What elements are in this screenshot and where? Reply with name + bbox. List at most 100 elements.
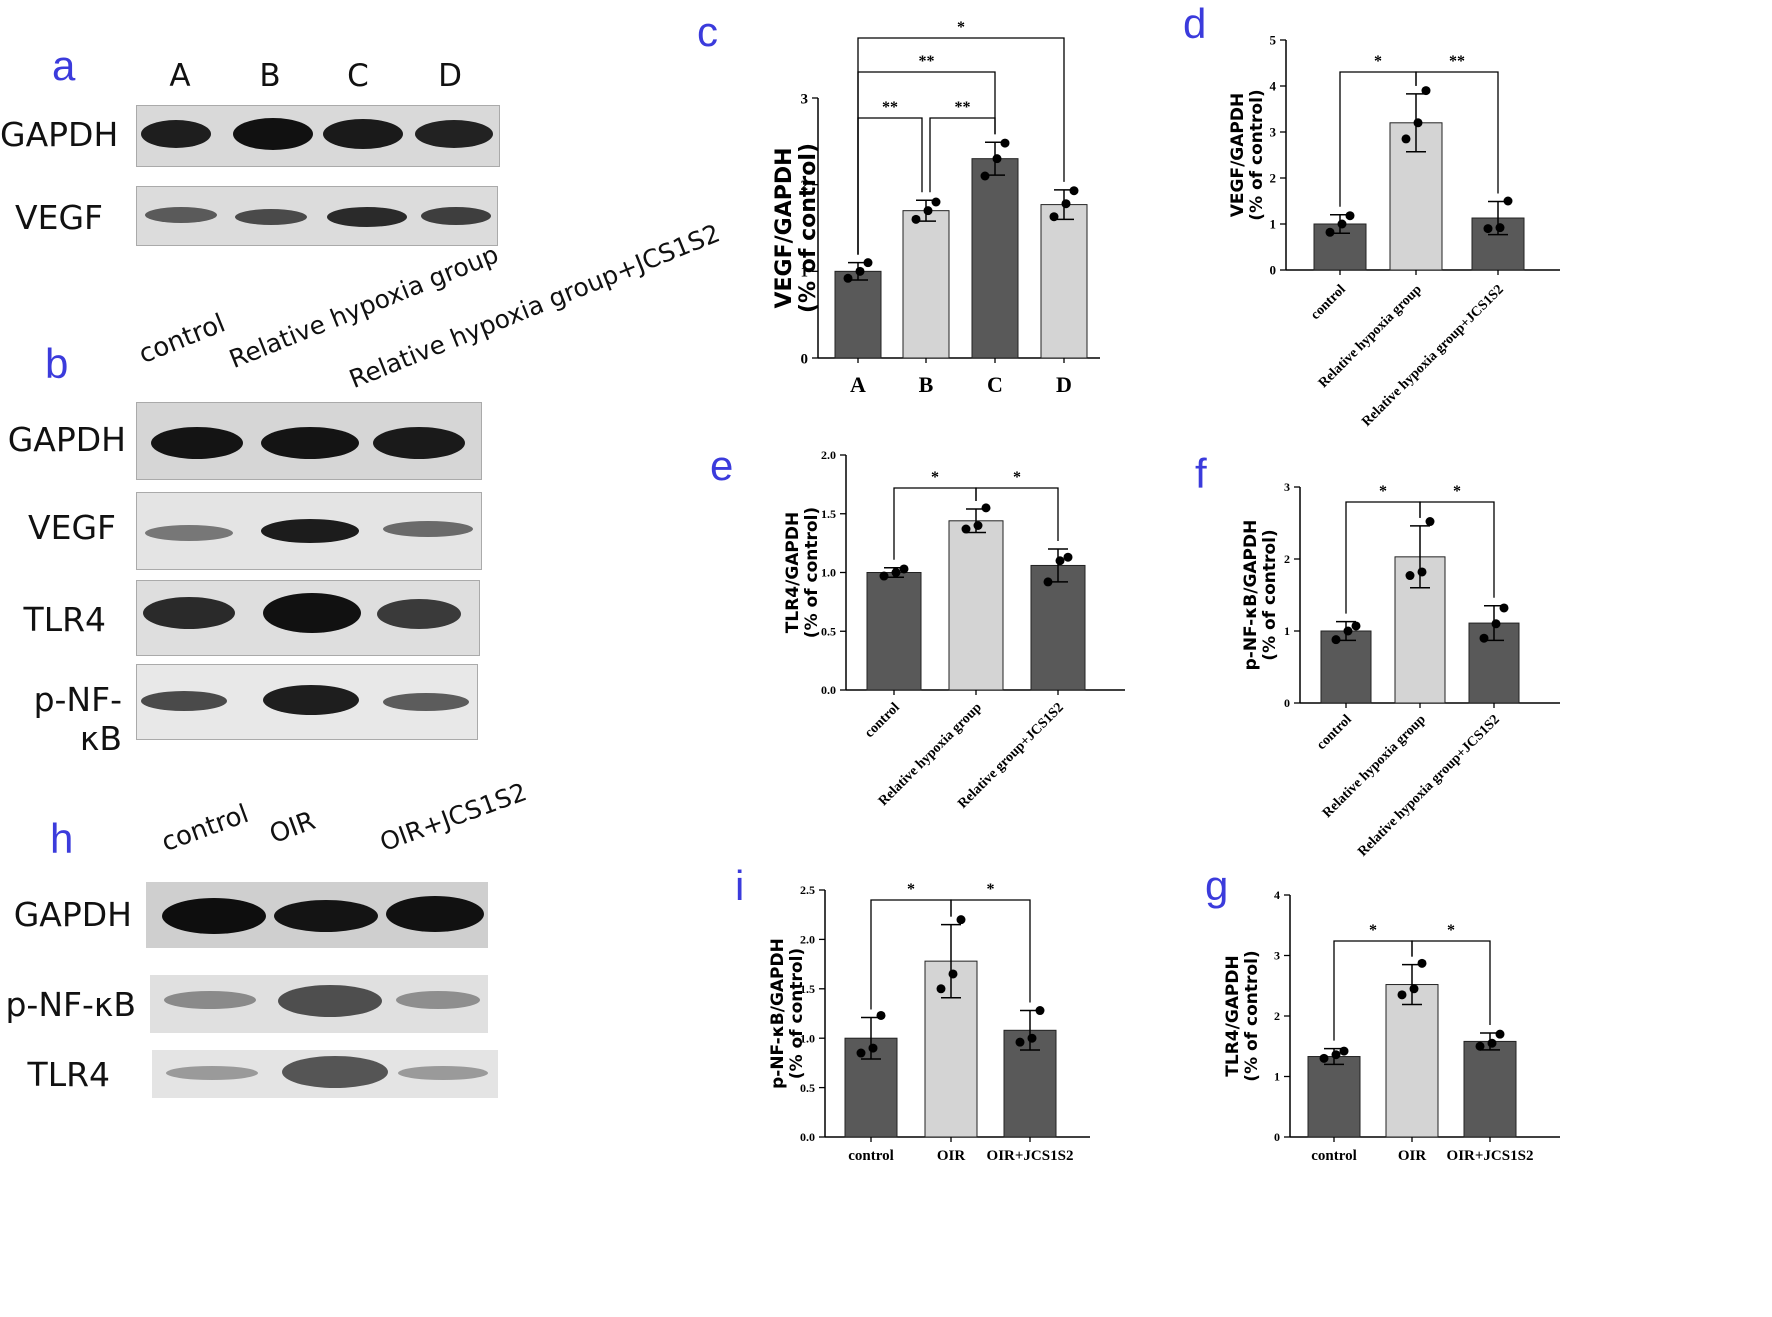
x-tick-label: control bbox=[1308, 282, 1349, 323]
bar bbox=[1030, 564, 1086, 691]
significance-label: * bbox=[957, 19, 965, 36]
significance-label: ** bbox=[1449, 53, 1465, 70]
significance-bracket bbox=[1415, 71, 1499, 194]
data-point bbox=[1475, 1041, 1485, 1051]
blot-h-row-label: GAPDH bbox=[13, 895, 132, 934]
x-tick-label: Relative hypoxia group+JCS1S2 bbox=[1359, 282, 1507, 430]
data-point bbox=[868, 1043, 878, 1053]
x-tick-label: OIR+JCS1S2 bbox=[987, 1148, 1074, 1164]
data-point bbox=[1401, 134, 1411, 144]
x-tick-label: control bbox=[1314, 712, 1355, 753]
panel-label-i: i bbox=[735, 862, 745, 909]
y-tick-label: 2.0 bbox=[821, 448, 836, 462]
significance-bracket bbox=[1411, 940, 1491, 1025]
blot-band bbox=[383, 693, 469, 711]
data-point bbox=[1055, 556, 1065, 566]
significance-bracket bbox=[950, 899, 1031, 1003]
data-point bbox=[911, 214, 921, 224]
significance-label: * bbox=[1013, 469, 1021, 486]
data-point bbox=[891, 568, 901, 577]
data-point bbox=[1000, 138, 1010, 148]
significance-bracket bbox=[857, 37, 1065, 255]
significance-label: * bbox=[987, 881, 995, 898]
blot-band bbox=[274, 900, 378, 932]
panel-label-b: b bbox=[45, 340, 69, 387]
data-point bbox=[1409, 984, 1419, 994]
data-point bbox=[863, 258, 873, 268]
y-tick-label: 0.0 bbox=[821, 683, 836, 697]
x-tick-label: OIR bbox=[937, 1148, 966, 1164]
y-tick-label: 2 bbox=[801, 178, 809, 194]
data-point bbox=[931, 197, 941, 207]
data-point bbox=[1417, 958, 1427, 968]
y-axis-label: (% of control) bbox=[1247, 89, 1267, 220]
data-point bbox=[1015, 1037, 1025, 1047]
y-axis-label: (% of control) bbox=[1260, 529, 1280, 660]
blot-band bbox=[377, 599, 461, 629]
blot-a-lane-label: A bbox=[169, 58, 191, 94]
data-point bbox=[1503, 196, 1513, 206]
data-point bbox=[1483, 224, 1493, 234]
y-axis-label: (% of control) bbox=[1242, 950, 1262, 1081]
significance-label: ** bbox=[882, 99, 898, 116]
significance-label: * bbox=[1374, 53, 1382, 70]
y-axis-label: p-NF-κB/GAPDH bbox=[768, 938, 788, 1089]
y-tick-label: 5 bbox=[1270, 33, 1277, 48]
y-tick-label: 4 bbox=[1274, 888, 1280, 902]
bar bbox=[1307, 1056, 1361, 1138]
blot-h-row-label: p-NF-κB bbox=[5, 985, 136, 1024]
x-tick-label: control bbox=[1311, 1148, 1357, 1164]
significance-label: * bbox=[1379, 483, 1387, 500]
significance-bracket bbox=[1419, 501, 1495, 598]
y-tick-label: 2.5 bbox=[800, 883, 815, 897]
y-tick-label: 3 bbox=[1274, 949, 1280, 963]
blot-band bbox=[327, 207, 407, 227]
bar bbox=[948, 520, 1004, 691]
significance-label: * bbox=[1369, 922, 1377, 939]
y-tick-label: 2 bbox=[1270, 171, 1277, 186]
blot-band bbox=[421, 207, 491, 225]
y-tick-label: 0 bbox=[1274, 1130, 1280, 1144]
data-point bbox=[1337, 219, 1347, 229]
data-point bbox=[1325, 227, 1335, 237]
bar bbox=[1385, 984, 1439, 1138]
y-axis-label: TLR4/GAPDH bbox=[783, 512, 803, 633]
panel-label-d: d bbox=[1183, 0, 1207, 47]
y-tick-label: 0 bbox=[1284, 696, 1290, 710]
panel-label-h: h bbox=[50, 815, 74, 862]
bar bbox=[834, 270, 882, 359]
significance-label: ** bbox=[955, 99, 971, 116]
blot-band bbox=[145, 525, 233, 541]
y-axis-label: (% of control) bbox=[787, 948, 807, 1079]
data-point bbox=[1421, 86, 1431, 96]
panel-label-c: c bbox=[697, 8, 718, 55]
blot-band bbox=[282, 1056, 388, 1088]
blot-band bbox=[141, 120, 211, 148]
blot-band bbox=[396, 991, 480, 1009]
y-tick-label: 4 bbox=[1270, 79, 1277, 94]
y-axis-label: (% of control) bbox=[802, 507, 822, 638]
y-tick-label: 1.5 bbox=[800, 982, 815, 996]
data-point bbox=[1405, 571, 1415, 581]
bar bbox=[902, 210, 950, 359]
significance-label: ** bbox=[919, 53, 935, 70]
data-point bbox=[956, 915, 966, 925]
bar bbox=[1040, 204, 1088, 359]
panel-label-a: a bbox=[52, 42, 76, 89]
data-point bbox=[1495, 1029, 1505, 1039]
y-tick-label: 2 bbox=[1274, 1009, 1280, 1023]
blot-h-gapdh-strip bbox=[146, 882, 488, 948]
data-point bbox=[1049, 212, 1059, 222]
x-tick-label: A bbox=[850, 372, 866, 397]
blot-band bbox=[323, 119, 403, 149]
bar bbox=[866, 572, 922, 691]
blot-band bbox=[166, 1066, 258, 1080]
significance-bracket bbox=[975, 487, 1059, 541]
y-tick-label: 1 bbox=[1270, 217, 1277, 232]
y-tick-label: 1 bbox=[1284, 624, 1290, 638]
x-tick-label: C bbox=[987, 372, 1003, 397]
significance-label: * bbox=[1453, 483, 1461, 500]
blot-a-lane-label: B bbox=[259, 58, 281, 94]
blot-a-lane-label: D bbox=[438, 58, 462, 94]
